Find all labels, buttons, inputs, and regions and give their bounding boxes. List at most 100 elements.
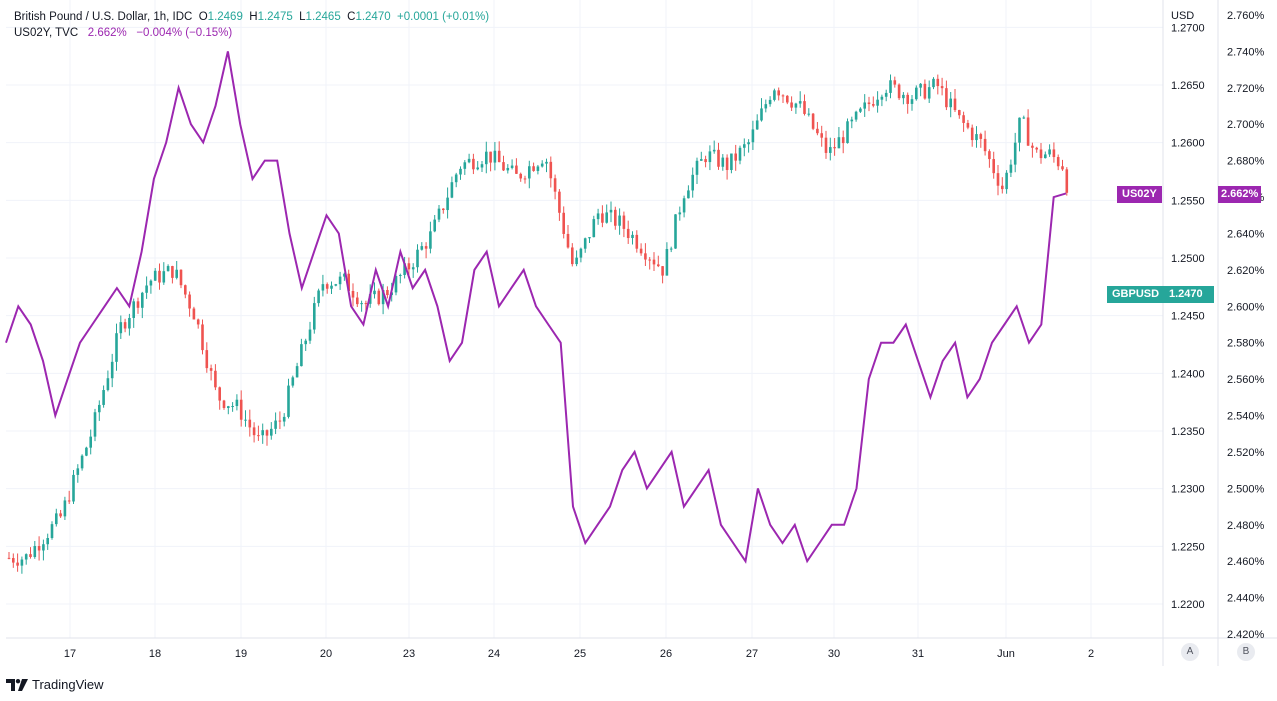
candle-body: [889, 80, 892, 93]
candle-body: [1065, 169, 1069, 193]
candle-body: [386, 290, 389, 296]
candle-body: [399, 274, 402, 276]
candle-body: [214, 370, 217, 388]
candle-body: [239, 399, 243, 420]
candle-body: [261, 430, 264, 436]
candle-body: [536, 166, 540, 171]
candle-body: [497, 150, 501, 163]
scale-a-button[interactable]: A: [1181, 643, 1199, 661]
candle-body: [884, 92, 888, 97]
candle-body: [704, 159, 707, 163]
candle-body: [313, 303, 316, 330]
candle-body: [321, 284, 325, 291]
candle-body: [489, 151, 492, 163]
time-tick-label: 30: [828, 648, 840, 660]
us02y-line: [5, 51, 1067, 564]
candle-body: [958, 110, 961, 116]
candle-body: [786, 95, 789, 103]
candle-body: [459, 168, 462, 175]
candle-body: [730, 153, 733, 171]
candle-body: [605, 212, 608, 223]
time-tick-label: 31: [912, 648, 924, 660]
candle-body: [734, 153, 737, 161]
price-tick-label: 1.2400: [1171, 368, 1205, 380]
us02y-symbol-badge: US02Y: [1117, 186, 1162, 203]
candle-body: [614, 209, 617, 226]
legend-us02y-change: −0.004% (−0.15%): [136, 27, 233, 39]
candle-body: [755, 120, 759, 130]
legend-row-us02y: US02Y, TVC 2.662% −0.004% (−0.15%): [14, 25, 489, 41]
candle-body: [59, 513, 62, 517]
candle-body: [338, 276, 342, 285]
candle-body: [141, 292, 144, 308]
legend-pair[interactable]: British Pound / U.S. Dollar, 1h, IDC: [14, 11, 193, 23]
candle-body: [115, 333, 118, 362]
candle-body: [411, 267, 415, 270]
candle-body: [1031, 145, 1034, 148]
candle-body: [601, 213, 604, 223]
candle-body: [932, 78, 935, 88]
candle-body: [24, 554, 28, 560]
candle-body: [923, 83, 927, 99]
candle-body: [648, 259, 651, 261]
candle-body: [373, 290, 376, 295]
scale-b-button[interactable]: B: [1237, 643, 1255, 661]
candle-body: [532, 166, 535, 171]
candle-body: [472, 158, 475, 170]
time-tick-label: 24: [488, 648, 500, 660]
candle-body: [953, 98, 957, 111]
candle-body: [1056, 157, 1060, 167]
candle-body: [20, 559, 24, 566]
price-axis: USD 1.2200 1.2250 1.2300 1.2350 1.2400 1.2450 1…: [1171, 10, 1205, 611]
candle-body: [1052, 149, 1056, 158]
candle-body: [807, 113, 811, 115]
candle-body: [515, 165, 518, 174]
price-tick-label: 1.2300: [1171, 484, 1205, 496]
candle-body: [209, 368, 213, 371]
candle-body: [437, 208, 441, 220]
candle-body: [16, 562, 19, 566]
candle-body: [429, 231, 432, 249]
time-tick-label: 20: [320, 648, 332, 660]
time-tick-label: 17: [64, 648, 76, 660]
candle-body: [768, 99, 772, 105]
candle-body: [46, 537, 49, 545]
price-tick-label: 1.2250: [1171, 541, 1205, 553]
candle-body: [308, 329, 312, 341]
candle-body: [7, 557, 11, 559]
candle-body: [708, 151, 712, 163]
candle-body: [257, 435, 260, 437]
yield-tick-label: 2.580%: [1227, 338, 1265, 350]
footer-brand[interactable]: TradingView: [6, 677, 104, 692]
candle-body: [850, 119, 854, 122]
gbpusd-price-badge: 1.2470: [1164, 286, 1214, 303]
candle-body: [110, 361, 114, 379]
candle-body: [988, 151, 991, 160]
candle-body: [274, 420, 277, 429]
candle-body: [334, 284, 338, 286]
candle-body: [106, 378, 110, 391]
candle-body: [463, 162, 467, 169]
candle-body: [222, 400, 226, 408]
us02y-price-badge: 2.662%: [1218, 186, 1262, 203]
candle-body: [343, 273, 346, 277]
candle-body: [979, 134, 983, 139]
candle-body: [93, 412, 97, 437]
candle-body: [682, 198, 686, 213]
candle-body: [760, 108, 763, 121]
candle-body: [824, 137, 828, 153]
legend-low-value: 1.2465: [305, 11, 341, 23]
candle-body: [700, 159, 703, 161]
candle-body: [128, 317, 131, 329]
legend-close-value: 1.2470: [355, 11, 391, 23]
candle-body: [811, 113, 815, 129]
candle-body: [282, 416, 286, 422]
candle-body: [407, 263, 411, 270]
candle-body: [317, 290, 320, 304]
legend-us02y-symbol[interactable]: US02Y, TVC: [14, 27, 79, 39]
gbpusd-symbol-badge: GBPUSD: [1107, 286, 1165, 303]
candle-body: [725, 157, 729, 171]
price-tick-label: 1.2200: [1171, 599, 1205, 611]
candle-body: [798, 101, 802, 104]
